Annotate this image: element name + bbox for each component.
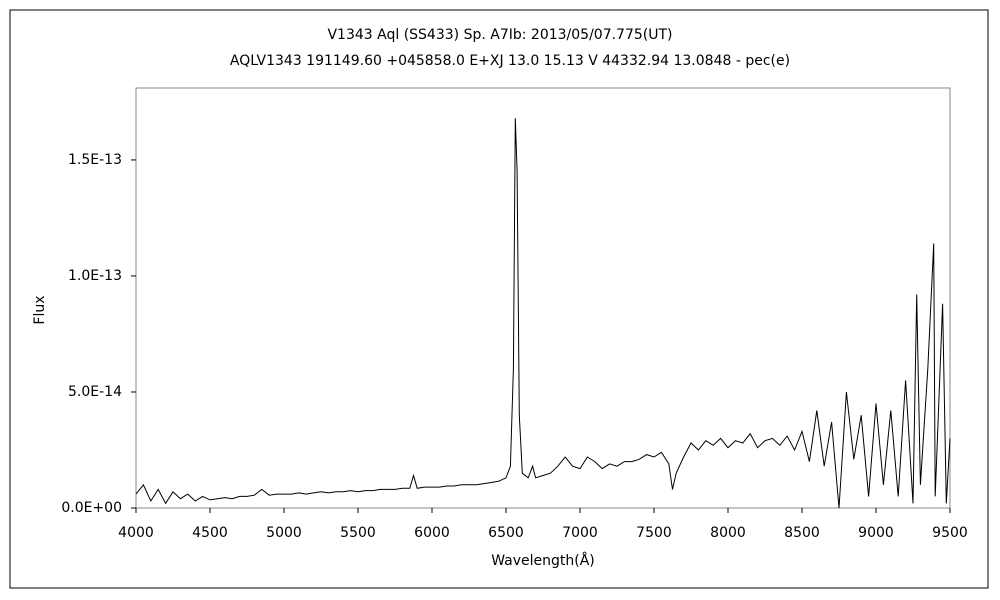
x-tick-label: 4000 bbox=[118, 525, 154, 541]
x-tick-label: 6500 bbox=[488, 525, 524, 541]
x-tick-label: 4500 bbox=[192, 525, 228, 541]
y-axis-label: Flux bbox=[32, 295, 48, 324]
x-tick-label: 8000 bbox=[710, 525, 746, 541]
x-tick-label: 9000 bbox=[858, 525, 894, 541]
x-tick-label: 8500 bbox=[784, 525, 820, 541]
x-tick-label: 7500 bbox=[636, 525, 672, 541]
y-tick-label: 5.0E-14 bbox=[68, 384, 122, 400]
frame bbox=[9, 9, 989, 589]
chart-title: V1343 Aql (SS433) Sp. A7Ib: 2013/05/07.7… bbox=[327, 27, 672, 43]
y-tick-label: 1.0E-13 bbox=[68, 268, 122, 284]
chart-subtitle: AQLV1343 191149.60 +045858.0 E+XJ 13.0 1… bbox=[230, 53, 790, 69]
x-tick-label: 5000 bbox=[266, 525, 302, 541]
y-tick-label: 0.0E+00 bbox=[61, 500, 122, 516]
x-tick-label: 9500 bbox=[932, 525, 968, 541]
x-tick-label: 6000 bbox=[414, 525, 450, 541]
y-tick-label: 1.5E-13 bbox=[68, 152, 122, 168]
x-tick-label: 7000 bbox=[562, 525, 598, 541]
x-axis-label: Wavelength(Å) bbox=[491, 552, 595, 569]
x-tick-label: 5500 bbox=[340, 525, 376, 541]
plot-area bbox=[135, 87, 951, 509]
spectrum-line bbox=[135, 118, 951, 509]
